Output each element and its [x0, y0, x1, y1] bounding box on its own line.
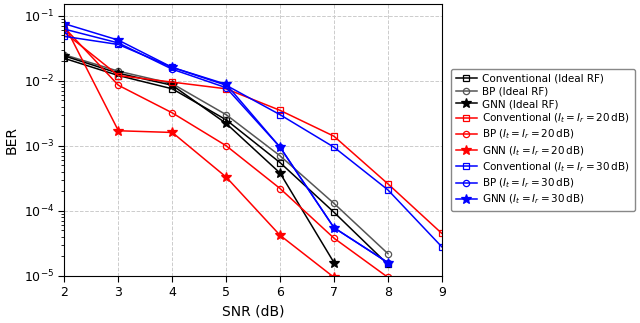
GNN ($I_t = I_r = 20\,\mathrm{dB}$)	[222, 175, 230, 179]
Conventional (Ideal RF)	[276, 161, 284, 165]
Conventional ($I_t = I_r = 30\,\mathrm{dB}$)	[330, 145, 338, 149]
Conventional ($I_t = I_r = 20\,\mathrm{dB}$)	[115, 74, 122, 78]
Conventional ($I_t = I_r = 30\,\mathrm{dB}$)	[384, 188, 392, 192]
Conventional ($I_t = I_r = 30\,\mathrm{dB}$)	[168, 66, 176, 69]
Conventional (Ideal RF)	[115, 74, 122, 78]
Conventional ($I_t = I_r = 20\,\mathrm{dB}$)	[384, 182, 392, 186]
BP ($I_t = I_r = 20\,\mathrm{dB}$)	[222, 144, 230, 148]
Conventional ($I_t = I_r = 30\,\mathrm{dB}$)	[61, 35, 68, 38]
Line: BP ($I_t = I_r = 30\,\mathrm{dB}$): BP ($I_t = I_r = 30\,\mathrm{dB}$)	[61, 26, 391, 266]
BP (Ideal RF)	[168, 82, 176, 86]
Conventional ($I_t = I_r = 20\,\mathrm{dB}$)	[222, 87, 230, 91]
GNN (Ideal RF)	[61, 54, 68, 58]
Conventional ($I_t = I_r = 20\,\mathrm{dB}$)	[168, 80, 176, 84]
GNN ($I_t = I_r = 30\,\mathrm{dB}$)	[384, 261, 392, 265]
Legend: Conventional (Ideal RF), BP (Ideal RF), GNN (Ideal RF), Conventional ($I_t = I_r: Conventional (Ideal RF), BP (Ideal RF), …	[451, 68, 635, 212]
Line: GNN ($I_t = I_r = 30\,\mathrm{dB}$): GNN ($I_t = I_r = 30\,\mathrm{dB}$)	[60, 19, 393, 267]
GNN ($I_t = I_r = 30\,\mathrm{dB}$)	[168, 66, 176, 69]
Line: Conventional ($I_t = I_r = 30\,\mathrm{dB}$): Conventional ($I_t = I_r = 30\,\mathrm{d…	[61, 33, 445, 250]
GNN (Ideal RF)	[115, 71, 122, 75]
BP (Ideal RF)	[115, 69, 122, 73]
Conventional ($I_t = I_r = 20\,\mathrm{dB}$)	[276, 109, 284, 112]
BP ($I_t = I_r = 30\,\mathrm{dB}$)	[61, 27, 68, 31]
BP (Ideal RF)	[276, 154, 284, 158]
BP ($I_t = I_r = 20\,\mathrm{dB}$)	[115, 83, 122, 87]
Line: GNN ($I_t = I_r = 20\,\mathrm{dB}$): GNN ($I_t = I_r = 20\,\mathrm{dB}$)	[60, 20, 339, 282]
Conventional ($I_t = I_r = 20\,\mathrm{dB}$)	[61, 31, 68, 35]
GNN (Ideal RF)	[330, 261, 338, 265]
GNN (Ideal RF)	[168, 83, 176, 87]
Conventional ($I_t = I_r = 30\,\mathrm{dB}$)	[222, 83, 230, 87]
Y-axis label: BER: BER	[4, 126, 18, 154]
X-axis label: SNR (dB): SNR (dB)	[222, 305, 284, 319]
Line: GNN (Ideal RF): GNN (Ideal RF)	[60, 51, 339, 267]
Conventional ($I_t = I_r = 30\,\mathrm{dB}$)	[438, 245, 445, 249]
BP (Ideal RF)	[222, 113, 230, 117]
Conventional (Ideal RF)	[168, 87, 176, 91]
Conventional ($I_t = I_r = 30\,\mathrm{dB}$)	[276, 113, 284, 117]
GNN ($I_t = I_r = 20\,\mathrm{dB}$)	[276, 234, 284, 237]
BP ($I_t = I_r = 20\,\mathrm{dB}$)	[384, 276, 392, 279]
BP ($I_t = I_r = 30\,\mathrm{dB}$)	[384, 261, 392, 265]
GNN ($I_t = I_r = 20\,\mathrm{dB}$)	[168, 130, 176, 134]
GNN ($I_t = I_r = 20\,\mathrm{dB}$)	[330, 276, 338, 279]
GNN (Ideal RF)	[222, 121, 230, 125]
BP ($I_t = I_r = 20\,\mathrm{dB}$)	[168, 111, 176, 115]
BP ($I_t = I_r = 30\,\mathrm{dB}$)	[115, 41, 122, 45]
Conventional (Ideal RF)	[61, 57, 68, 60]
Conventional ($I_t = I_r = 20\,\mathrm{dB}$)	[330, 134, 338, 138]
GNN ($I_t = I_r = 30\,\mathrm{dB}$)	[115, 38, 122, 42]
Conventional (Ideal RF)	[330, 210, 338, 214]
GNN ($I_t = I_r = 20\,\mathrm{dB}$)	[61, 23, 68, 27]
GNN ($I_t = I_r = 30\,\mathrm{dB}$)	[222, 82, 230, 86]
BP ($I_t = I_r = 20\,\mathrm{dB}$)	[330, 236, 338, 240]
GNN ($I_t = I_r = 30\,\mathrm{dB}$)	[61, 22, 68, 26]
GNN (Ideal RF)	[276, 171, 284, 175]
BP ($I_t = I_r = 30\,\mathrm{dB}$)	[168, 67, 176, 71]
BP ($I_t = I_r = 20\,\mathrm{dB}$)	[61, 26, 68, 30]
GNN ($I_t = I_r = 30\,\mathrm{dB}$)	[330, 226, 338, 230]
Conventional (Ideal RF)	[384, 263, 392, 266]
Conventional (Ideal RF)	[222, 118, 230, 122]
GNN ($I_t = I_r = 20\,\mathrm{dB}$)	[115, 129, 122, 133]
Line: Conventional (Ideal RF): Conventional (Ideal RF)	[61, 55, 391, 267]
BP ($I_t = I_r = 30\,\mathrm{dB}$)	[222, 86, 230, 90]
BP ($I_t = I_r = 30\,\mathrm{dB}$)	[276, 145, 284, 149]
Line: BP ($I_t = I_r = 20\,\mathrm{dB}$): BP ($I_t = I_r = 20\,\mathrm{dB}$)	[61, 25, 391, 280]
GNN ($I_t = I_r = 30\,\mathrm{dB}$)	[276, 145, 284, 149]
Line: Conventional ($I_t = I_r = 20\,\mathrm{dB}$): Conventional ($I_t = I_r = 20\,\mathrm{d…	[61, 29, 445, 236]
BP ($I_t = I_r = 30\,\mathrm{dB}$)	[330, 226, 338, 230]
Line: BP (Ideal RF): BP (Ideal RF)	[61, 52, 391, 257]
BP (Ideal RF)	[384, 252, 392, 255]
Conventional ($I_t = I_r = 30\,\mathrm{dB}$)	[115, 43, 122, 47]
Conventional ($I_t = I_r = 20\,\mathrm{dB}$)	[438, 231, 445, 235]
BP ($I_t = I_r = 20\,\mathrm{dB}$)	[276, 187, 284, 191]
BP (Ideal RF)	[61, 53, 68, 57]
BP (Ideal RF)	[330, 202, 338, 205]
